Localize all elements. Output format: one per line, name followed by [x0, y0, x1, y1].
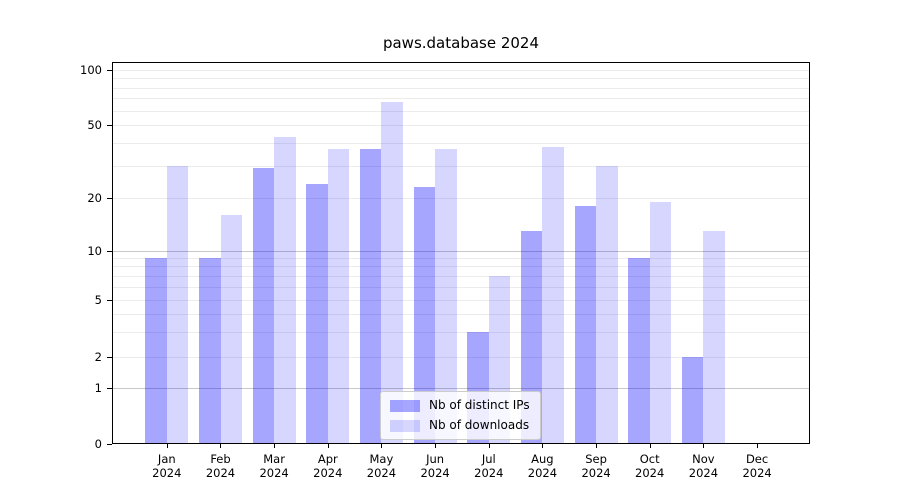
- y-axis-tick: [107, 444, 112, 445]
- x-tick-sublabel-year: 2024: [313, 466, 343, 480]
- legend-swatch-distinct-ips-icon: [390, 399, 420, 412]
- y-tick-label: 20: [87, 191, 102, 205]
- y-tick-label: 0: [94, 437, 102, 451]
- x-tick-sublabel-year: 2024: [366, 466, 397, 480]
- x-axis-tick: [167, 444, 168, 448]
- x-axis-tick: [328, 444, 329, 448]
- x-tick-label: Oct 2024: [623, 452, 677, 480]
- x-axis-tick: [381, 444, 382, 448]
- x-axis-tick: [542, 444, 543, 448]
- x-tick-label: Nov 2024: [676, 452, 730, 480]
- y-tick-label: 1: [94, 381, 102, 395]
- y-tick-label: 10: [87, 244, 102, 258]
- x-tick-label: May 2024: [354, 452, 408, 480]
- x-axis-tick: [703, 444, 704, 448]
- x-tick-label: Feb 2024: [194, 452, 248, 480]
- x-tick-sublabel-year: 2024: [688, 466, 719, 480]
- y-tick-label: 50: [87, 118, 102, 132]
- y-tick-label: 5: [94, 293, 102, 307]
- x-tick-sublabel-year: 2024: [205, 466, 236, 480]
- x-axis-tick: [757, 444, 758, 448]
- x-tick-sublabel-year: 2024: [152, 466, 182, 480]
- legend-entry-downloads: Nb of downloads: [390, 418, 530, 433]
- x-tick-sublabel-year: 2024: [420, 466, 450, 480]
- x-tick-label: Aug 2024: [515, 452, 569, 480]
- chart-title: paws.database 2024: [382, 34, 540, 52]
- y-tick-label: 2: [94, 350, 102, 364]
- legend-entry-distinct-ips: Nb of distinct IPs: [390, 398, 530, 413]
- x-tick-sublabel-year: 2024: [474, 466, 504, 480]
- x-tick-label: Mar 2024: [247, 452, 301, 480]
- x-tick-label: Apr 2024: [301, 452, 355, 480]
- x-axis-tick: [220, 444, 221, 448]
- x-tick-sublabel-year: 2024: [527, 466, 558, 480]
- x-tick-label: Jun 2024: [408, 452, 462, 480]
- x-tick-label: Dec 2024: [730, 452, 784, 480]
- x-tick-sublabel-year: 2024: [635, 466, 665, 480]
- legend: Nb of distinct IPs Nb of downloads: [380, 391, 541, 440]
- x-tick-sublabel-year: 2024: [742, 466, 772, 480]
- x-tick-sublabel-year: 2024: [581, 466, 611, 480]
- x-axis-tick: [274, 444, 275, 448]
- legend-label-distinct-ips: Nb of distinct IPs: [429, 398, 530, 412]
- x-tick-label: Jul 2024: [462, 452, 516, 480]
- x-axis-tick: [489, 444, 490, 448]
- x-axis-tick: [435, 444, 436, 448]
- legend-label-downloads: Nb of downloads: [429, 418, 530, 432]
- x-tick-sublabel-year: 2024: [259, 466, 289, 480]
- x-tick-label: Jan 2024: [140, 452, 194, 480]
- y-tick-label: 100: [80, 63, 102, 77]
- x-tick-label: Sep 2024: [569, 452, 623, 480]
- plot-area-border: [112, 62, 810, 444]
- x-axis-tick: [650, 444, 651, 448]
- legend-swatch-downloads-icon: [390, 419, 420, 432]
- x-axis-tick: [596, 444, 597, 448]
